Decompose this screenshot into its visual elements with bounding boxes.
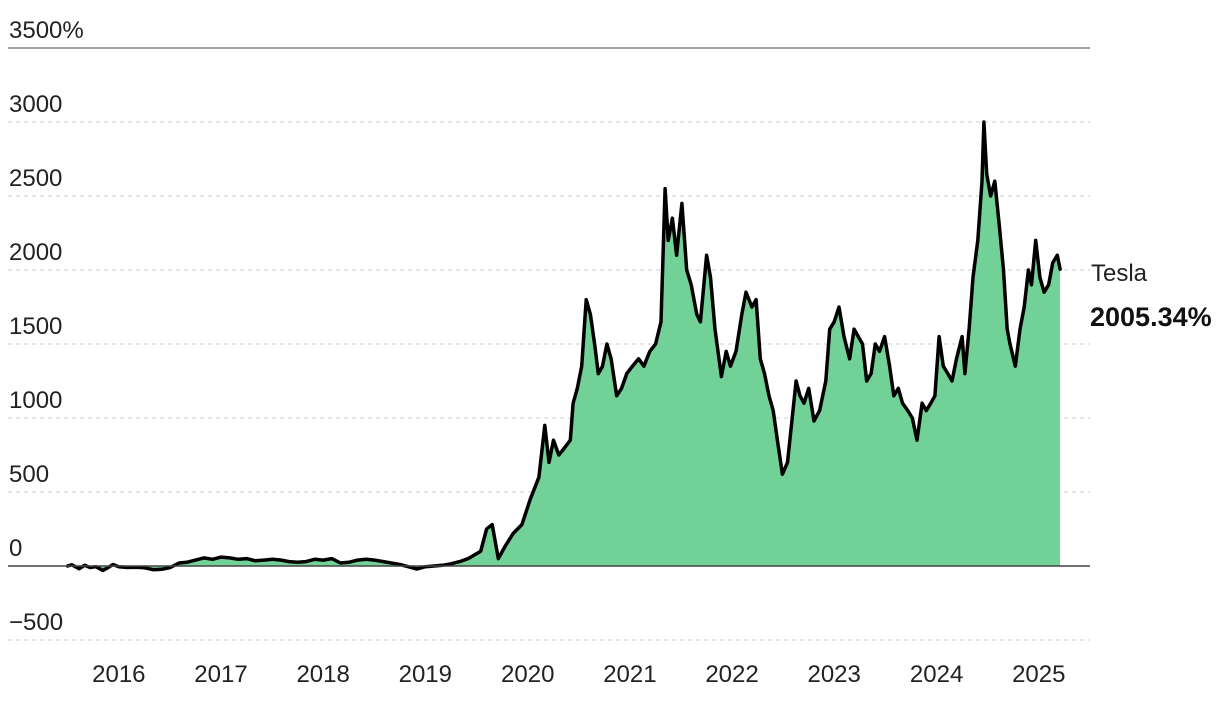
x-tick-label: 2020 [501,661,554,688]
series-name-label: Tesla [1091,260,1148,287]
x-tick-label: 2016 [92,661,145,688]
y-tick-label: 0 [9,535,22,562]
y-tick-label: 2000 [9,239,62,266]
y-tick-label: 500 [9,461,49,488]
x-tick-label: 2024 [910,661,963,688]
y-tick-label: 1000 [9,387,62,414]
y-tick-label: 3500% [9,17,84,44]
y-tick-label: −500 [9,609,63,636]
x-tick-label: 2019 [399,661,452,688]
axes [8,47,1090,567]
y-tick-label: 3000 [9,91,62,118]
x-tick-label: 2023 [807,661,860,688]
x-tick-label: 2017 [194,661,247,688]
y-tick-label: 1500 [9,313,62,340]
series-labels: Tesla 2005.34% [1090,260,1212,332]
x-tick-label: 2022 [705,661,758,688]
area-layer [65,120,1062,573]
x-tick-labels: 2016 2017 2018 2019 2020 2021 2022 2023 2024 2025 [92,661,1065,688]
series-line-tesla [65,120,1062,573]
y-tick-labels: 3500% 3000 2500 2000 1500 1000 500 0 −500 [9,17,84,636]
series-area-tesla [67,122,1061,571]
y-tick-label: 2500 [9,165,62,192]
x-tick-label: 2025 [1012,661,1065,688]
x-tick-label: 2021 [603,661,656,688]
series-value-label: 2005.34% [1090,302,1212,332]
x-tick-label: 2018 [296,661,349,688]
